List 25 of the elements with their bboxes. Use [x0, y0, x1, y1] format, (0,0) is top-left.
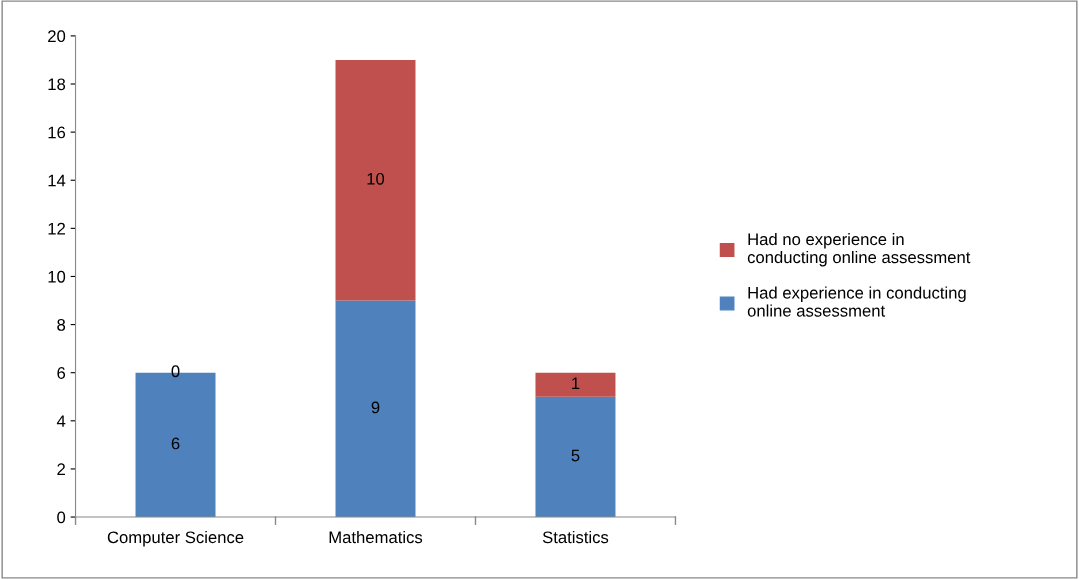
bar [535, 396, 616, 518]
y-tick-label: 4 [56, 415, 66, 427]
x-tick-label: Statistics [542, 530, 609, 544]
y-tick-label: 12 [48, 222, 65, 235]
data-label: 10 [367, 172, 385, 185]
y-tick-label: 6 [57, 367, 66, 379]
data-label: 9 [371, 401, 380, 414]
bar [335, 59, 416, 301]
y-tick-label: 2 [57, 463, 65, 475]
legend-label: Had no experience in conducting online assessment [747, 232, 971, 267]
y-tick-label: 0 [57, 511, 66, 524]
data-label: 6 [171, 437, 180, 450]
bar [335, 300, 416, 518]
bar [535, 372, 616, 397]
y-tick-label: 10 [48, 270, 66, 283]
y-tick-label: 18 [48, 78, 66, 91]
y-tick-label: 8 [57, 318, 66, 331]
y-tick-label: 14 [48, 174, 66, 187]
y-tick-label: 20 [48, 30, 66, 43]
x-tick-label: Mathematics [329, 530, 423, 544]
legend-label: Had experience in conducting online assessment [747, 286, 966, 317]
data-label: 1 [572, 377, 580, 390]
y-tick-label: 16 [48, 126, 66, 139]
x-tick-label: Computer Science [107, 530, 244, 547]
data-label: 5 [571, 449, 580, 462]
